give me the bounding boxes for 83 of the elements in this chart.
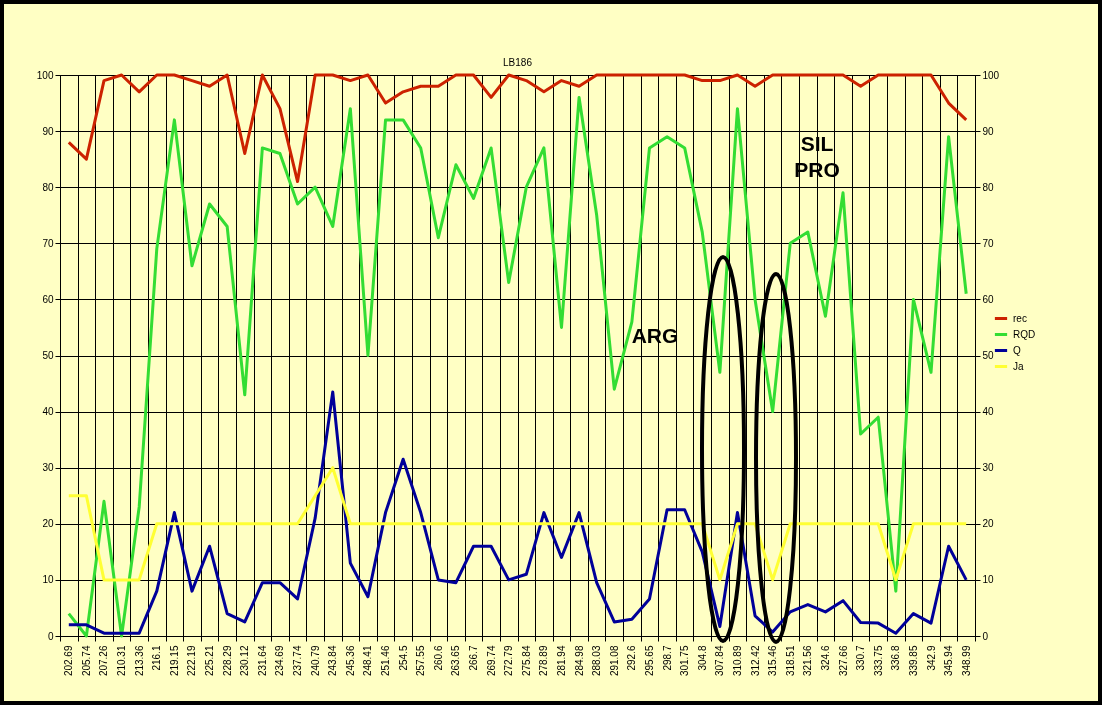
x-tick-label: 281.94 [555, 645, 567, 677]
y-tick-label: 0 [47, 630, 54, 642]
legend-label: Q [1013, 344, 1021, 356]
y2-tick-label: 70 [982, 237, 995, 249]
x-tick-label: 231.64 [256, 645, 268, 677]
x-tick-label: 330.7 [855, 645, 867, 671]
x-tick-label: 321.56 [802, 645, 814, 677]
x-tick-label: 288.03 [591, 645, 603, 677]
x-tick-label: 219.15 [168, 645, 180, 677]
x-tick-label: 318.51 [784, 645, 796, 677]
x-tick-label: 298.7 [661, 645, 673, 671]
x-tick-label: 336.8 [890, 645, 902, 671]
x-tick-label: 275.84 [520, 645, 532, 677]
x-tick-label: 292.6 [626, 645, 638, 671]
x-tick-label: 202.69 [63, 645, 75, 677]
x-tick-label: 248.41 [362, 645, 374, 677]
x-tick-label: 312.42 [749, 645, 761, 677]
x-tick-label: 315.46 [767, 645, 779, 677]
x-tick-label: 348.99 [960, 645, 972, 677]
x-tick-label: 333.75 [872, 645, 884, 677]
x-tick-label: 210.31 [116, 645, 128, 677]
x-tick-label: 272.79 [503, 645, 515, 677]
y2-tick-label: 90 [982, 125, 995, 137]
y-tick-label: 40 [42, 406, 54, 418]
y2-tick-label: 40 [982, 406, 995, 418]
y-tick-label: 20 [42, 518, 54, 530]
x-tick-label: 207.26 [98, 645, 110, 677]
x-tick-label: 251.46 [380, 645, 392, 677]
line-series [67, 466, 968, 582]
x-tick-label: 260.6 [432, 645, 444, 671]
x-tick-label: 342.9 [925, 645, 937, 671]
x-tick-label: 278.89 [538, 645, 550, 677]
x-tick-label: 295.65 [643, 645, 655, 677]
legend-label: rec [1013, 312, 1027, 324]
y-tick-label: 70 [42, 237, 54, 249]
x-tick-label: 234.69 [274, 645, 286, 677]
y2-tick-label: 100 [982, 69, 1000, 81]
y-tick-label: 50 [42, 350, 54, 361]
y2-tick-label: 60 [982, 293, 995, 305]
x-tick-label: 324.6 [819, 645, 831, 671]
x-tick-label: 263.65 [450, 645, 462, 677]
x-tick-label: 225.21 [204, 645, 216, 677]
y2-tick-label: 80 [982, 181, 995, 193]
line-series [67, 390, 968, 635]
y-tick-label: 100 [36, 69, 54, 81]
x-tick-label: 254.5 [397, 645, 409, 671]
line-series [67, 95, 968, 638]
y-tick-label: 60 [42, 293, 54, 305]
x-tick-label: 257.55 [415, 645, 427, 677]
y-tick-label: 30 [42, 462, 54, 474]
x-tick-label: 345.94 [943, 645, 955, 677]
x-tick-label: 304.8 [696, 645, 708, 671]
x-tick-label: 307.84 [714, 645, 726, 677]
x-tick-label: 230.12 [239, 645, 251, 677]
x-tick-label: 327.66 [837, 645, 849, 677]
x-tick-label: 291.08 [608, 645, 620, 677]
legend-label: Ja [1013, 360, 1024, 372]
line-series [67, 73, 968, 184]
y-tick-label: 10 [42, 574, 54, 586]
x-tick-label: 237.74 [292, 645, 304, 677]
x-tick-label: 301.75 [679, 645, 691, 677]
y-tick-label: 80 [42, 181, 54, 193]
x-tick-label: 243.84 [327, 645, 339, 677]
y2-tick-label: 0 [982, 630, 989, 642]
x-tick-label: 310.89 [731, 645, 743, 677]
legend-label: RQD [1013, 328, 1036, 340]
x-tick-label: 269.74 [485, 645, 497, 677]
x-tick-label: 240.79 [309, 645, 321, 677]
x-tick-label: 284.98 [573, 645, 585, 677]
x-tick-label: 228.29 [221, 645, 233, 677]
y-tick-label: 90 [42, 125, 54, 137]
x-tick-label: 213.36 [133, 645, 145, 677]
x-tick-label: 216.1 [151, 645, 163, 671]
x-tick-label: 222.19 [186, 645, 198, 677]
y2-tick-label: 50 [982, 350, 995, 361]
x-tick-label: 205.74 [80, 645, 92, 677]
x-tick-label: 266.7 [468, 645, 480, 671]
y2-tick-label: 30 [982, 462, 995, 474]
x-tick-label: 339.85 [907, 645, 919, 677]
y2-tick-label: 20 [982, 518, 995, 530]
chart-title: LB186 [503, 57, 533, 68]
y2-tick-label: 10 [982, 574, 995, 586]
x-tick-label: 245.36 [344, 645, 356, 677]
